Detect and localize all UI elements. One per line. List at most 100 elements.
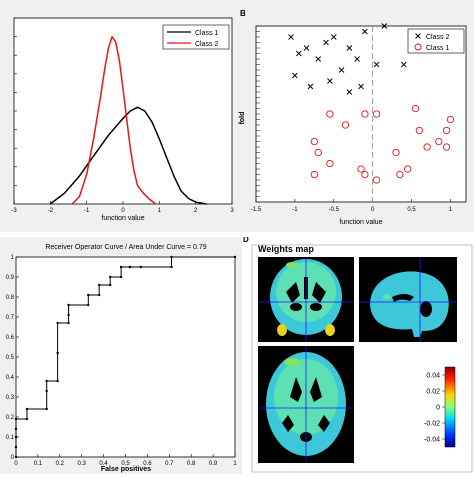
roc-point (170, 265, 173, 269)
scatter-point-class2 (330, 34, 337, 40)
y-tick-label-c: 1 (11, 255, 15, 261)
roc-point (45, 379, 48, 383)
x-tick-label-c: 1 (233, 461, 237, 467)
scatter-point-class1 (326, 159, 334, 168)
scatter-point-class2 (400, 61, 407, 68)
weights-map-title: Weights map (258, 244, 314, 254)
roc-point (14, 435, 18, 439)
legend-b-class2: Class 2 (426, 34, 449, 41)
scatter-point-class2 (292, 72, 298, 79)
y-tick-label-c: 0.5 (6, 355, 15, 361)
scatter-point-class1 (442, 126, 451, 135)
scatter-point-class1 (435, 137, 443, 146)
roc-point (108, 275, 112, 279)
x-tick-label-a: 3 (230, 208, 234, 214)
scatter-point-class2 (358, 83, 364, 90)
scatter-point-class1 (341, 121, 350, 129)
panel-a: -3 -2 -1 0 1 2 3 Class 1 Class 2 function valu… (0, 0, 236, 232)
legend-a-class2: Class 2 (195, 41, 218, 48)
xlabel-c: False positives (101, 466, 151, 473)
x-tick-label-c: 0.8 (187, 461, 196, 467)
scatter-point-class1 (372, 110, 381, 118)
roc-title: Receiver Operator Curve / Area Under Cur… (45, 244, 206, 251)
panel-label-b: B (240, 9, 246, 18)
roc-point (25, 417, 29, 421)
scatter-point-class2 (362, 28, 368, 35)
roc-point (14, 455, 18, 459)
x-tick-label-c: 0.7 (165, 461, 174, 467)
roc-point (45, 407, 48, 411)
x-tick-label-a: -1 (84, 208, 90, 214)
scatter-point-class1 (361, 170, 369, 179)
density-chart: -3 -2 -1 0 1 2 3 Class 1 Class 2 function valu… (0, 0, 236, 232)
x-tick-label-c: 0.2 (56, 461, 65, 467)
scatter-point-class2 (346, 45, 353, 51)
panel-d: D Weights map (242, 235, 474, 474)
roc-point (128, 265, 132, 269)
roc-point (14, 417, 18, 421)
roc-point (14, 427, 18, 431)
y-tick-label-c: 0.1 (6, 435, 15, 441)
x-tick-label-c: 0.9 (209, 461, 218, 467)
axial-slice (258, 346, 354, 463)
scatter-point-class1 (442, 143, 451, 151)
roc-point (108, 283, 112, 287)
scatter-point-class2 (315, 56, 322, 62)
scatter-point-class1 (310, 170, 318, 179)
panel-c: Receiver Operator Curve / Area Under Cur… (0, 237, 242, 474)
plot-area-c (15, 256, 236, 458)
scatter-point-class2 (307, 83, 314, 90)
scatter-point-class2 (303, 45, 310, 51)
x-tick-label-b: -0.5 (329, 207, 340, 213)
scatter-point-class1 (404, 165, 412, 173)
plot-area-b (255, 25, 467, 203)
colorbar: 0.04 0.02 0 -0.02 -0.04 (424, 366, 456, 448)
roc-point (25, 407, 29, 411)
legend-b-class1: Class 1 (426, 45, 449, 52)
scatter-point-class2 (295, 50, 302, 57)
y-tick-label-c: 0.2 (6, 415, 15, 421)
colorbar-tick-label: -0.02 (424, 421, 440, 428)
roc-point (233, 255, 237, 259)
roc-point (56, 379, 59, 383)
roc-point (139, 265, 143, 269)
x-tick-label-c: 0.3 (78, 461, 87, 467)
scatter-point-class1 (411, 104, 420, 113)
scatter-point-class1 (446, 115, 455, 124)
ylabel-b: fold (239, 112, 246, 125)
scatter-point-class1 (415, 126, 423, 135)
x-tick-label-c: 0.1 (34, 461, 43, 467)
sagittal-slice (359, 257, 457, 342)
y-tick-label-c: 0.7 (6, 315, 15, 321)
y-tick-label-c: 0.8 (6, 295, 15, 301)
coronal-slice (258, 257, 354, 342)
x-tick-label-a: -3 (11, 208, 17, 214)
x-tick-label-b: -1.5 (251, 207, 262, 213)
xlabel-b: function value (339, 219, 382, 226)
x-tick-label-a: 1 (158, 208, 162, 214)
legend-a: Class 1 Class 2 (162, 24, 230, 50)
panel-b: B -1.5 -1 -0.5 0 0.5 1 Class 2 Class 1 fold f… (236, 0, 474, 232)
legend-a-class1: Class 1 (195, 30, 218, 37)
roc-point (14, 445, 18, 449)
x-tick-label-a: 2 (194, 208, 198, 214)
roc-chart: Receiver Operator Curve / Area Under Cur… (0, 237, 242, 474)
x-tick-label-c: 0.6 (143, 461, 152, 467)
y-tick-label-c: 0.6 (6, 335, 15, 341)
scatter-point-class1 (361, 110, 369, 118)
x-tick-label-a: -2 (48, 208, 54, 214)
scatter-point-class1 (310, 137, 318, 146)
roc-point (45, 389, 48, 393)
scatter-point-class2 (323, 39, 329, 46)
scatter-point-class2 (327, 78, 333, 84)
roc-point (87, 293, 90, 297)
x-tick-label-c: 0.5 (121, 461, 130, 467)
colorbar-tick-label: 0.04 (426, 373, 440, 380)
y-tick-label-c: 0.4 (6, 375, 15, 381)
x-tick-label-b: -1 (292, 207, 298, 213)
scatter-point-class1 (314, 148, 322, 157)
roc-point (170, 255, 173, 259)
scatter-point-class1 (392, 148, 400, 157)
xlabel-a: function value (101, 215, 144, 222)
x-tick-label-b: 1 (449, 207, 453, 213)
